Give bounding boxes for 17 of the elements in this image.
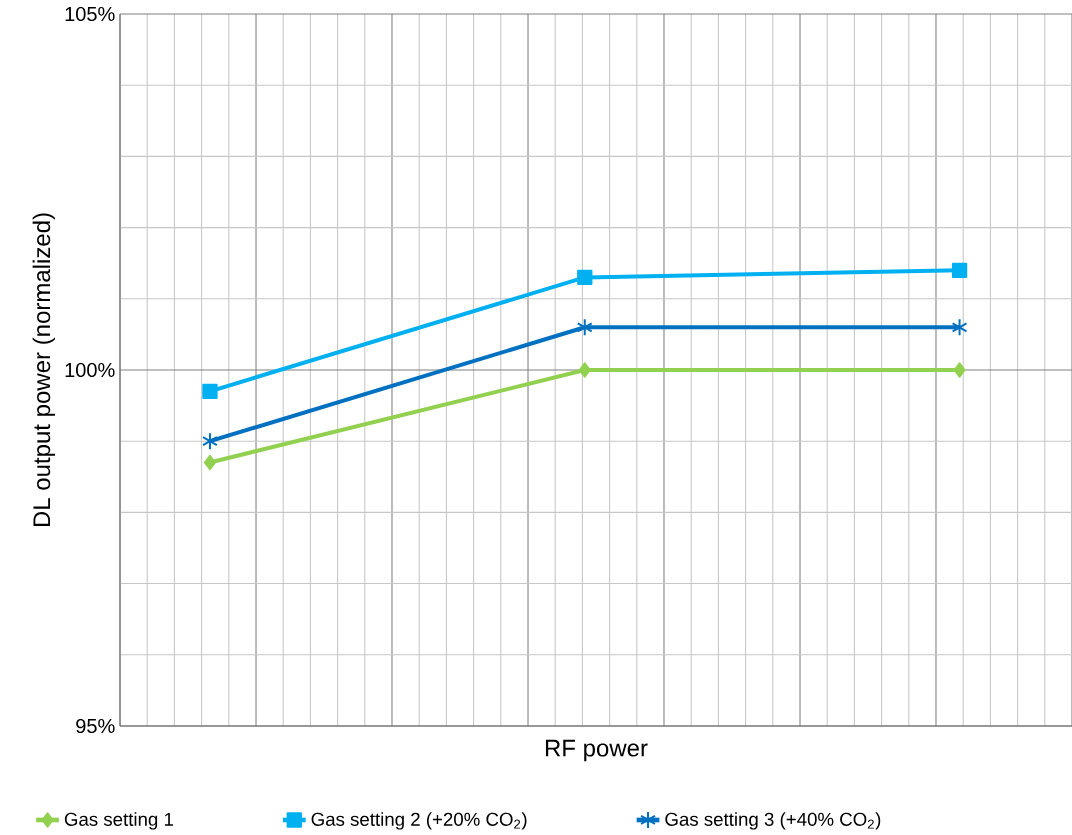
x-axis-title: RF power [545,740,648,762]
legend-label: Gas setting 2 (+20% CO$_{2}$) [311,812,527,830]
point [577,269,593,286]
point [202,432,218,451]
point [202,383,218,400]
point [576,318,593,337]
y-tick-label: 100% [65,363,115,378]
y-tick-label: 105% [65,7,115,22]
point [578,362,591,378]
point [203,455,216,471]
legend-label: Gas setting 1 [64,812,173,830]
point [951,318,968,337]
y-axis-title: DL output power (normalized) [32,213,55,527]
point [953,362,966,378]
legend-label: Gas setting 3 (+40% CO$_{2}$) [665,812,881,830]
y-tick-label: 95% [76,719,115,734]
point [951,262,968,279]
